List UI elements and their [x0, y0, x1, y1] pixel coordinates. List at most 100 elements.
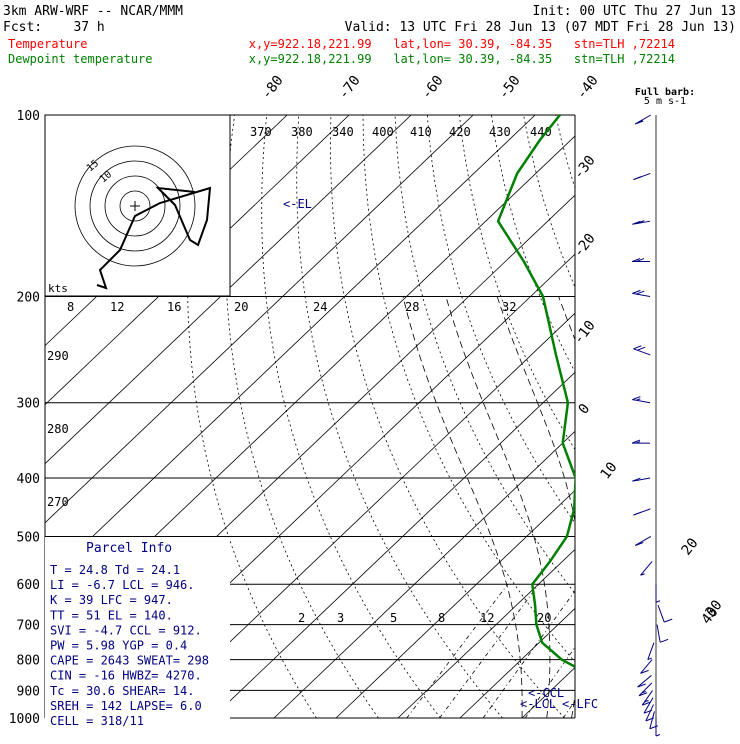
parcel-info-row: SVI = -4.7 CCL = 912.	[50, 623, 202, 637]
dry-adiabat	[297, 115, 503, 718]
isotherm-label: 10	[598, 459, 621, 482]
dry-adiabat	[620, 115, 740, 718]
isotherm-line	[150, 115, 740, 718]
isotherm-line	[708, 115, 740, 718]
lcl-label: <-LCL	[520, 697, 556, 711]
mixing-ratio-label: 8	[67, 300, 74, 314]
pressure-tick-label: 100	[17, 109, 40, 124]
wind-barb	[658, 605, 672, 622]
theta-label: 380	[291, 125, 313, 139]
parcel-info-row: CELL = 318/11	[50, 714, 144, 728]
wind-barb	[632, 221, 650, 225]
wind-barb	[633, 346, 650, 355]
mixing-ratio-label: 12	[480, 611, 494, 625]
parcel-info-box: Parcel Info T = 24.8 Td = 24.1LI = -6.7 …	[45, 537, 230, 728]
legend-dewpoint-info: x,y=922.18,221.99 lat,lon= 30.39, -84.35…	[249, 52, 675, 66]
pressure-tick-label: 300	[17, 397, 40, 412]
mixing-ratio-line	[407, 584, 508, 718]
valid-time: Valid: 13 UTC Fri 28 Jun 13 (07 MDT Fri …	[345, 20, 736, 35]
isotherm-label: -40	[574, 73, 602, 103]
parcel-info-row: T = 24.8 Td = 24.1	[50, 563, 180, 577]
parcel-info-row: CAPE = 2643 SWEAT= 298	[50, 654, 209, 668]
theta-label: 340	[332, 125, 354, 139]
isotherm-label: -60	[419, 73, 447, 103]
mixing-ratio-label: 24	[313, 300, 327, 314]
parcel-info-row: PW = 5.98 YGP = 0.4	[50, 639, 187, 653]
wind-barb-staff	[641, 561, 653, 575]
moist-adiabat	[621, 297, 666, 719]
wind-barb-flag	[656, 735, 660, 737]
wind-barb	[633, 509, 650, 515]
mixing-ratio-label: 20	[234, 300, 248, 314]
wind-barb	[632, 290, 650, 296]
mixing-ratio-label: 3	[337, 611, 344, 625]
legend-temperature: Temperature	[8, 37, 87, 51]
isotherm-label: 0	[576, 401, 594, 417]
pressure-tick-label: 900	[17, 684, 40, 699]
wind-barb-staff	[650, 711, 655, 728]
wind-barb-staff	[648, 643, 654, 660]
dry-adiabat	[330, 115, 564, 718]
parcel-info-row: TT = 51 EL = 140.	[50, 608, 173, 622]
mixing-ratio-label: 16	[167, 300, 181, 314]
wind-barb	[633, 173, 650, 179]
model-title: 3km ARW-WRF -- NCAR/MMM	[3, 4, 183, 19]
mixing-ratio-line	[613, 584, 702, 718]
pressure-tick-label: 200	[17, 291, 40, 306]
wind-barb	[656, 584, 660, 602]
wind-barb-staff	[633, 349, 650, 355]
wind-barb	[632, 397, 650, 403]
wind-barb	[657, 625, 668, 643]
wind-barb	[632, 259, 650, 262]
moist-adiabat	[403, 297, 522, 719]
moist-adiabat	[646, 297, 720, 719]
pressure-tick-label: 800	[17, 654, 40, 669]
mixing-ratio-label: 28	[405, 300, 419, 314]
isotherm-line	[646, 115, 740, 718]
wind-barb-flag	[633, 512, 641, 515]
wind-barb	[635, 536, 651, 545]
dry-adiabat	[588, 115, 740, 718]
temperature-profile	[591, 115, 640, 718]
parcel-info-title: Parcel Info	[86, 541, 172, 556]
mixing-ratio-label: 20	[537, 611, 551, 625]
theta-label: 410	[410, 125, 432, 139]
theta-label: 290	[47, 349, 69, 363]
parcel-info-row: Tc = 30.6 SHEAR= 14.	[50, 684, 195, 698]
wind-barb	[632, 440, 650, 443]
wind-barb-flag	[664, 619, 672, 622]
lfc-label: <-LFC	[562, 697, 598, 711]
parcel-info-row: LI = -6.7 LCL = 946.	[50, 578, 195, 592]
isotherm-label: -50	[496, 73, 524, 103]
wind-barb	[641, 561, 653, 575]
wind-barb-staff	[658, 605, 664, 622]
dry-adiabat	[652, 115, 740, 718]
wind-barb	[632, 478, 650, 481]
dry-adiabat	[524, 115, 740, 718]
wind-barb-flag	[660, 639, 668, 642]
mixing-ratio-label: 8	[438, 611, 445, 625]
moist-adiabat	[671, 297, 740, 719]
isotherm-label: -70	[336, 73, 364, 103]
forecast-hour: Fcst: 37 h	[3, 20, 105, 35]
isotherm-line	[584, 115, 740, 718]
wind-barb-flag	[637, 347, 645, 350]
wind-barb-staff	[632, 293, 650, 296]
wind-barb-flag	[633, 346, 641, 349]
hodograph-unit: kts	[48, 282, 68, 295]
wind-barb	[648, 643, 654, 660]
wind-barb-flag	[656, 601, 660, 603]
theta-label: 370	[250, 125, 272, 139]
moist-adiabat	[446, 297, 550, 719]
init-time: Init: 00 UTC Thu 27 Jun 13	[533, 4, 737, 19]
dry-adiabat	[556, 115, 740, 718]
mixing-ratio-label: 12	[110, 300, 124, 314]
pressure-tick-label: 400	[17, 472, 40, 487]
wind-barb-staff	[657, 625, 660, 643]
theta-label: 420	[449, 125, 471, 139]
parcel-info-row: K = 39 LFC = 947.	[50, 593, 173, 607]
dry-adiabat	[684, 115, 740, 718]
isotherm-label: 20	[679, 535, 702, 558]
